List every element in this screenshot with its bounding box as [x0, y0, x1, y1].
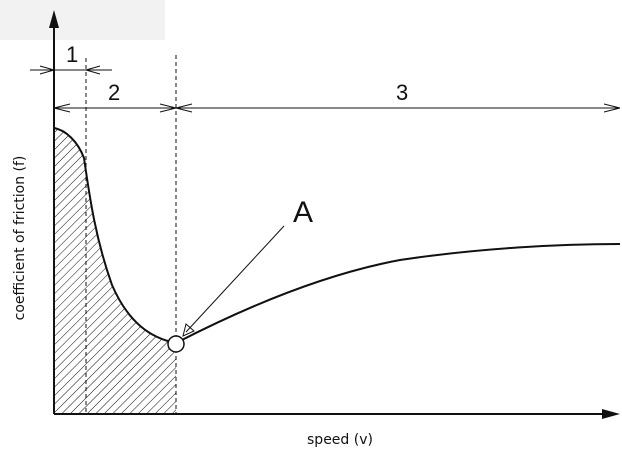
region-3-right-arrow-icon [603, 103, 621, 113]
y-axis-arrow-icon [49, 10, 59, 28]
x-axis-arrow-icon [602, 409, 620, 419]
region-3-label: 3 [396, 80, 408, 105]
region-1-label: 1 [66, 42, 78, 67]
friction-curve [53, 127, 621, 345]
point-a-label: A [293, 196, 313, 229]
y-axis-label: coefficient of friction (f) [12, 156, 28, 321]
x-axis-label: speed (v) [307, 432, 373, 448]
region-2-left-arrow-icon [53, 103, 71, 113]
top-left-gray-block [0, 0, 165, 40]
region-1-left-arrow-icon [39, 65, 55, 75]
region-3-left-arrow-icon [175, 103, 193, 113]
point-a-arrow-icon [182, 323, 195, 337]
point-a-leader-line [185, 225, 285, 333]
region-1-right-arrow-icon [85, 65, 101, 75]
hatched-area [54, 128, 176, 414]
region-2-right-arrow-icon [159, 103, 177, 113]
point-a-marker [167, 335, 185, 353]
region-2-label: 2 [108, 80, 120, 105]
